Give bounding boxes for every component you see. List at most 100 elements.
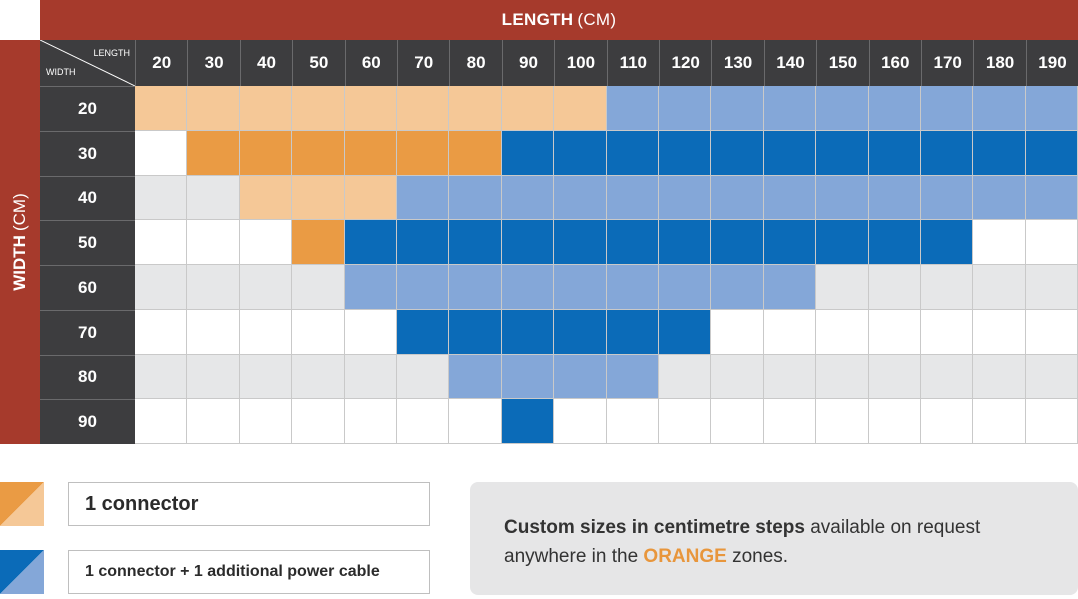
column-header-90: 90 xyxy=(501,40,555,86)
column-header-20: 20 xyxy=(135,40,188,86)
grid-cell-w40-l170 xyxy=(921,175,974,221)
legend-connector: 1 connector xyxy=(68,482,430,526)
grid-cell-w40-l90 xyxy=(501,175,555,221)
grid-cell-w80-l90 xyxy=(501,354,555,400)
grid-cell-w80-l20 xyxy=(135,354,188,400)
grid-cell-w70-l130 xyxy=(711,309,764,355)
grid-cell-w40-l40 xyxy=(239,175,293,221)
grid-cell-w60-l160 xyxy=(868,265,921,310)
note-bold-text: Custom sizes in centimetre steps xyxy=(504,517,805,538)
length-header-banner: LENGTH (CM) xyxy=(40,0,1078,40)
grid-cell-w20-l120 xyxy=(659,86,712,131)
column-header-60: 60 xyxy=(344,40,397,86)
grid-cell-w20-l140 xyxy=(763,86,817,131)
grid-cell-w70-l150 xyxy=(816,309,869,355)
column-header-140: 140 xyxy=(763,40,817,86)
grid-cell-w70-l100 xyxy=(554,309,607,355)
grid-cell-w20-l150 xyxy=(816,86,869,131)
grid-cell-w30-l120 xyxy=(659,130,712,176)
grid-cell-w40-l150 xyxy=(816,175,869,221)
column-header-40: 40 xyxy=(239,40,293,86)
grid-cell-w30-l50 xyxy=(292,130,345,176)
grid-cell-w40-l130 xyxy=(711,175,764,221)
column-header-70: 70 xyxy=(397,40,450,86)
grid-cell-w90-l190 xyxy=(1025,399,1078,444)
legend-connector-label: 1 connector xyxy=(85,492,199,515)
grid-cell-w70-l40 xyxy=(239,309,293,355)
grid-cell-w30-l110 xyxy=(606,130,659,176)
grid-cell-w70-l180 xyxy=(973,309,1026,355)
length-unit: (CM) xyxy=(577,10,617,29)
grid-cell-w90-l170 xyxy=(921,399,974,444)
grid-cell-w60-l60 xyxy=(344,265,397,310)
width-title: WIDTH xyxy=(10,235,29,291)
grid-cell-w30-l140 xyxy=(763,130,817,176)
column-header-160: 160 xyxy=(868,40,921,86)
grid-cell-w50-l50 xyxy=(292,220,345,265)
column-header-80: 80 xyxy=(449,40,502,86)
grid-cell-w90-l150 xyxy=(816,399,869,444)
grid-cell-w40-l30 xyxy=(187,175,240,221)
grid-cell-w70-l60 xyxy=(344,309,397,355)
grid-cell-w70-l70 xyxy=(397,309,450,355)
grid-cell-w50-l80 xyxy=(449,220,502,265)
grid-cell-w70-l190 xyxy=(1025,309,1078,355)
grid-cell-w90-l100 xyxy=(554,399,607,444)
grid-cell-w70-l90 xyxy=(501,309,555,355)
grid-cell-w90-l60 xyxy=(344,399,397,444)
grid-cell-w40-l160 xyxy=(868,175,921,221)
grid-cell-w50-l180 xyxy=(973,220,1026,265)
grid-cell-w90-l180 xyxy=(973,399,1026,444)
grid-cell-w90-l110 xyxy=(606,399,659,444)
grid-cell-w90-l120 xyxy=(659,399,712,444)
grid-cell-w30-l180 xyxy=(973,130,1026,176)
grid-cell-w30-l80 xyxy=(449,130,502,176)
grid-cell-w40-l110 xyxy=(606,175,659,221)
grid-cell-w30-l40 xyxy=(239,130,293,176)
grid-cell-w30-l100 xyxy=(554,130,607,176)
grid-cell-w80-l130 xyxy=(711,354,764,400)
table-corner-cell: LENGTH WIDTH xyxy=(40,40,135,86)
row-header-70: 70 xyxy=(40,309,135,355)
grid-cell-w50-l100 xyxy=(554,220,607,265)
column-header-100: 100 xyxy=(554,40,607,86)
grid-cell-w60-l80 xyxy=(449,265,502,310)
grid-cell-w40-l80 xyxy=(449,175,502,221)
grid-cell-w20-l110 xyxy=(606,86,659,131)
grid-cell-w80-l190 xyxy=(1025,354,1078,400)
grid-cell-w60-l180 xyxy=(973,265,1026,310)
grid-cell-w90-l130 xyxy=(711,399,764,444)
grid-cell-w90-l50 xyxy=(292,399,345,444)
grid-cell-w80-l120 xyxy=(659,354,712,400)
row-header-50: 50 xyxy=(40,220,135,265)
grid-cell-w80-l60 xyxy=(344,354,397,400)
grid-cell-w40-l70 xyxy=(397,175,450,221)
grid-cell-w20-l80 xyxy=(449,86,502,131)
note-text-1: available on request anywhere in the xyxy=(504,517,981,567)
column-header-120: 120 xyxy=(659,40,712,86)
grid-cell-w80-l160 xyxy=(868,354,921,400)
grid-cell-w80-l150 xyxy=(816,354,869,400)
grid-cell-w80-l140 xyxy=(763,354,817,400)
row-header-90: 90 xyxy=(40,399,135,444)
grid-cell-w60-l130 xyxy=(711,265,764,310)
grid-cell-w60-l150 xyxy=(816,265,869,310)
grid-cell-w30-l130 xyxy=(711,130,764,176)
corner-width-label: WIDTH xyxy=(46,67,76,77)
grid-cell-w60-l90 xyxy=(501,265,555,310)
row-header-30: 30 xyxy=(40,130,135,176)
length-title: LENGTH xyxy=(501,10,574,29)
grid-cell-w70-l160 xyxy=(868,309,921,355)
corner-length-label: LENGTH xyxy=(93,48,130,58)
grid-cell-w30-l20 xyxy=(135,130,188,176)
grid-cell-w40-l120 xyxy=(659,175,712,221)
grid-cell-w50-l30 xyxy=(187,220,240,265)
orange-legend-swatch xyxy=(0,482,44,526)
grid-cell-w20-l90 xyxy=(501,86,555,131)
grid-cell-w70-l110 xyxy=(606,309,659,355)
grid-cell-w40-l60 xyxy=(344,175,397,221)
grid-cell-w90-l20 xyxy=(135,399,188,444)
column-header-150: 150 xyxy=(816,40,869,86)
grid-cell-w50-l170 xyxy=(921,220,974,265)
grid-cell-w50-l150 xyxy=(816,220,869,265)
